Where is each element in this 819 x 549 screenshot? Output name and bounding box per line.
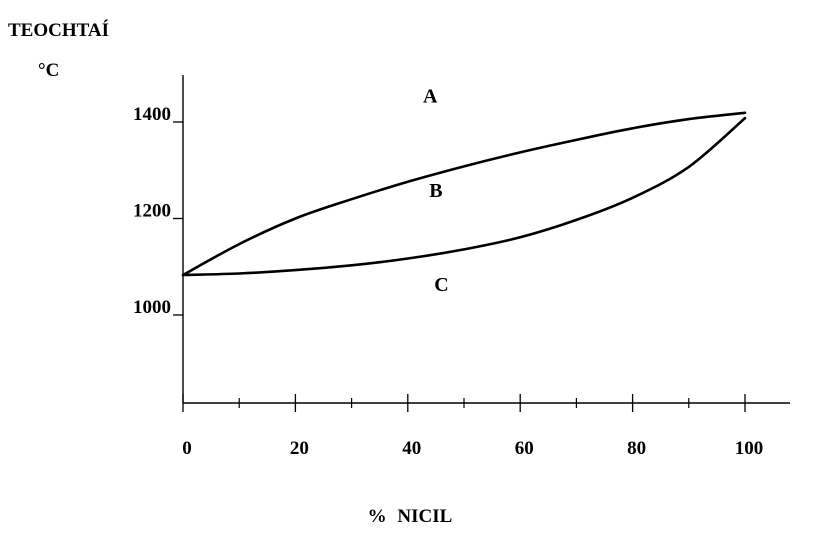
upper-curve bbox=[181, 111, 747, 277]
x-tick-label: 40 bbox=[402, 438, 421, 459]
x-tick-label: 60 bbox=[515, 438, 534, 459]
y-tick-label: 1000 bbox=[133, 297, 171, 318]
y-axis-unit: °C bbox=[38, 60, 59, 81]
x-tick-label: 0 bbox=[182, 438, 192, 459]
axes bbox=[182, 75, 790, 404]
y-tick-label: 1400 bbox=[133, 104, 171, 125]
x-tick-label: 80 bbox=[627, 438, 646, 459]
tick-labels: 0 20 40 60 80 100 1000 1200 1400 bbox=[133, 104, 763, 459]
region-label-c: C bbox=[434, 274, 448, 296]
y-tick-label: 1200 bbox=[133, 201, 171, 222]
y-axis-title: TEOCHTAÍ bbox=[8, 19, 109, 41]
region-label-a: A bbox=[423, 86, 438, 108]
x-axis-title: % NICIL bbox=[368, 506, 453, 527]
lower-curve bbox=[181, 116, 747, 277]
annotation-layer: A B C bbox=[423, 86, 449, 296]
x-tick-label: 100 bbox=[735, 438, 764, 459]
series-layer bbox=[181, 111, 747, 277]
x-tick-label: 20 bbox=[290, 438, 309, 459]
region-label-b: B bbox=[429, 180, 442, 202]
tick-marks bbox=[173, 121, 746, 412]
